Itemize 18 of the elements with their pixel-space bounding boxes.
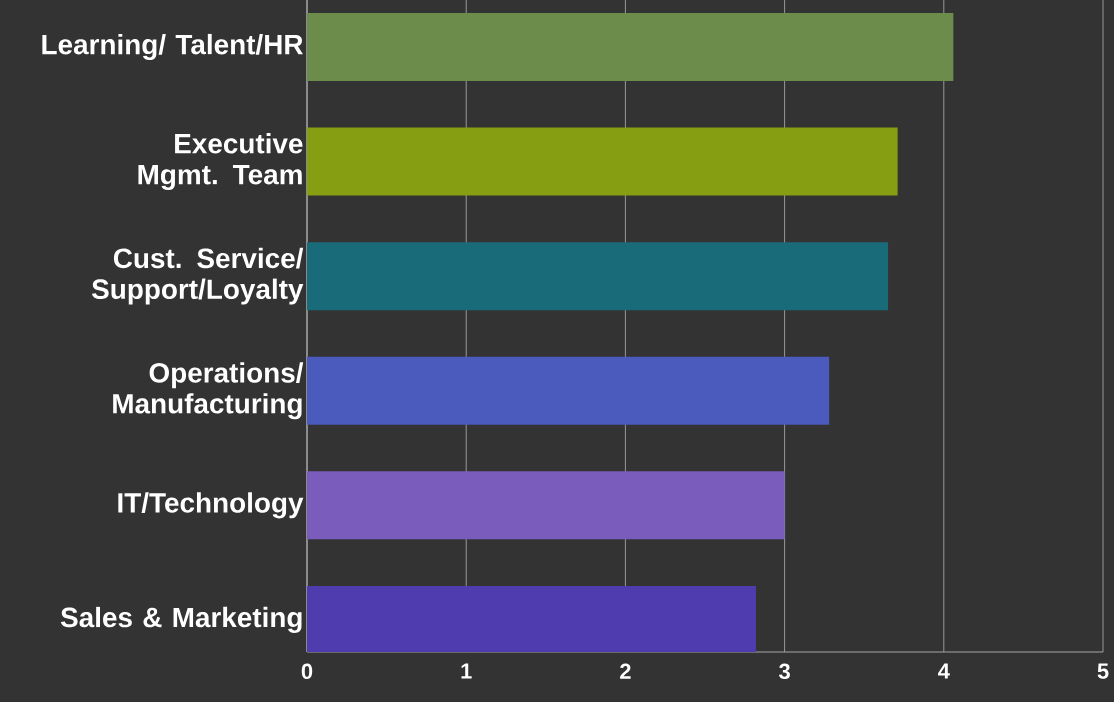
x-tick-label: 1 — [461, 663, 472, 679]
bar — [307, 127, 898, 196]
y-tick-label: Operations/ Manufacturing — [113, 362, 304, 420]
x-tick-label: 4 — [938, 663, 950, 679]
bar — [307, 471, 785, 540]
x-tick-label: 5 — [1097, 663, 1109, 679]
y-tick-label: Executive Mgmt. Team — [138, 133, 303, 191]
x-tick-label: 2 — [620, 663, 631, 679]
y-tick-label: IT/Technology — [118, 492, 304, 519]
bar — [307, 356, 830, 425]
x-tick-label: 3 — [779, 663, 790, 680]
bar — [307, 12, 954, 81]
y-tick-label: Cust. Service/ Support/Loyalty — [91, 247, 304, 305]
bar — [307, 242, 889, 311]
bar — [307, 585, 756, 653]
y-tick-label: Learning/ Talent/HR — [42, 33, 303, 61]
x-tick-label: 0 — [301, 663, 313, 680]
y-tick-label: Sales & Marketing — [60, 606, 302, 633]
